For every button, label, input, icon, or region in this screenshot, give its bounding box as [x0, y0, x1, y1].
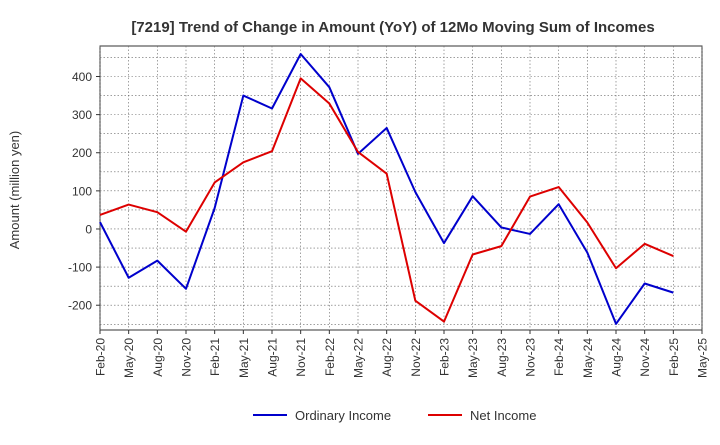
x-tick-label: Feb-21 — [208, 338, 222, 376]
y-tick-label: 100 — [72, 184, 92, 198]
legend: Ordinary Income Net Income — [253, 408, 536, 423]
x-tick-label: Aug-21 — [266, 338, 280, 377]
x-tick-label: May-24 — [581, 338, 595, 378]
grid-layer — [99, 45, 703, 331]
x-tick-label: Feb-20 — [94, 338, 108, 376]
series-line-ordinary-income — [99, 53, 674, 325]
x-tick-label: Feb-23 — [438, 338, 452, 376]
x-tick-label: May-21 — [237, 338, 251, 378]
y-tick-label: 0 — [85, 222, 92, 236]
y-tick-label: -200 — [68, 299, 92, 313]
plot-area-border — [99, 45, 703, 331]
x-tick-label: Nov-20 — [180, 338, 194, 377]
x-tick-label: Feb-25 — [667, 338, 681, 376]
legend-item-net-income: Net Income — [428, 408, 536, 423]
chart-title: [7219] Trend of Change in Amount (YoY) o… — [131, 19, 654, 36]
y-tick-label: -100 — [68, 261, 92, 275]
y-tick-label: 300 — [72, 108, 92, 122]
x-tick-label: Feb-24 — [552, 338, 566, 376]
x-tick-label: Aug-24 — [610, 338, 624, 377]
x-tick-label: Aug-22 — [380, 338, 394, 377]
x-tick-label: Aug-23 — [495, 338, 509, 377]
x-tick-label: May-25 — [696, 338, 710, 378]
x-tick-label: May-22 — [352, 338, 366, 378]
x-tick-label: May-23 — [466, 338, 480, 378]
x-tick-label: Nov-21 — [294, 338, 308, 377]
legend-item-ordinary-income: Ordinary Income — [253, 408, 391, 423]
x-tick-label: Feb-22 — [323, 338, 337, 376]
y-tick-label: 400 — [72, 70, 92, 84]
legend-label: Ordinary Income — [295, 408, 391, 423]
axis-layer: -200 -100 0 100 200 300 400 Feb-20 May-20 Aug-20 N… — [68, 70, 710, 378]
x-tick-label: Nov-24 — [638, 338, 652, 377]
x-tick-label: Aug-20 — [151, 338, 165, 377]
x-tick-label: Nov-22 — [409, 338, 423, 377]
y-axis-label: Amount (million yen) — [7, 131, 22, 250]
x-tick-label: May-20 — [122, 338, 136, 378]
series-layer — [99, 53, 674, 325]
y-tick-label: 200 — [72, 146, 92, 160]
legend-label: Net Income — [470, 408, 536, 423]
x-tick-label: Nov-23 — [524, 338, 538, 377]
series-line-net-income — [99, 77, 674, 323]
